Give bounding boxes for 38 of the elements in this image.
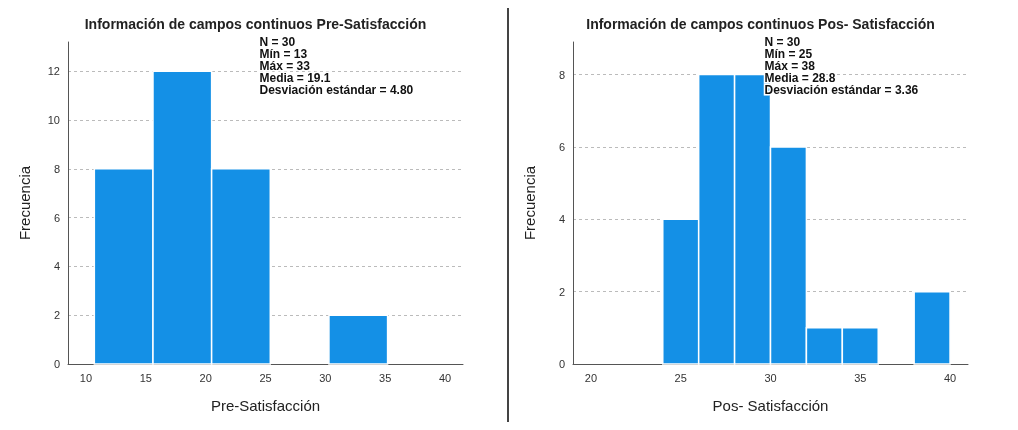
annotation: Mín = 25 <box>764 46 813 61</box>
y-axis-title: Frecuencia <box>521 165 538 241</box>
y-axis-title: Frecuencia <box>16 165 33 241</box>
x-tick-label: 40 <box>438 371 452 384</box>
x-axis-title: Pre-Satisfacción <box>210 397 321 414</box>
x-tick-label: 35 <box>854 371 867 384</box>
chart-title: Información de campos continuos Pos- Satisfacción <box>586 16 935 32</box>
annotation: Desviación estándar = 4.80 <box>259 82 414 97</box>
y-tick-label: 8 <box>53 162 60 175</box>
x-tick-label: 10 <box>79 371 93 384</box>
x-tick-label: 30 <box>319 371 332 384</box>
y-tick-label: 12 <box>47 65 60 78</box>
y-tick-label: 4 <box>558 213 565 226</box>
chart-title: Información de campos continuos Pre-Satisfacción <box>84 16 427 32</box>
y-tick-label: 2 <box>53 309 60 322</box>
x-tick-label: 20 <box>584 371 598 384</box>
x-axis-title: Pos- Satisfacción <box>712 397 829 414</box>
y-tick-label: 2 <box>558 285 565 298</box>
x-tick-label: 25 <box>259 371 272 384</box>
y-tick-label: 10 <box>47 114 60 127</box>
annotation: Mín = 13 <box>259 46 308 61</box>
annotation: N = 30 <box>259 34 296 49</box>
x-tick-label: 35 <box>379 371 392 384</box>
y-tick-label: 8 <box>558 68 565 81</box>
x-tick-label: 40 <box>943 371 957 384</box>
x-tick-label: 25 <box>674 371 687 384</box>
y-tick-label: 0 <box>53 358 60 370</box>
x-tick-label: 20 <box>199 371 212 384</box>
y-tick-label: 0 <box>558 358 565 370</box>
annotation: Máx = 38 <box>764 58 816 73</box>
annotation: Máx = 33 <box>259 58 311 73</box>
x-tick-label: 15 <box>139 371 152 384</box>
y-tick-label: 6 <box>558 140 565 153</box>
y-tick-label: 6 <box>53 211 60 224</box>
annotation: Media = 19.1 <box>259 70 331 85</box>
x-tick-label: 30 <box>764 371 777 384</box>
annotation: N = 30 <box>764 34 801 49</box>
y-tick-label: 4 <box>53 260 60 273</box>
